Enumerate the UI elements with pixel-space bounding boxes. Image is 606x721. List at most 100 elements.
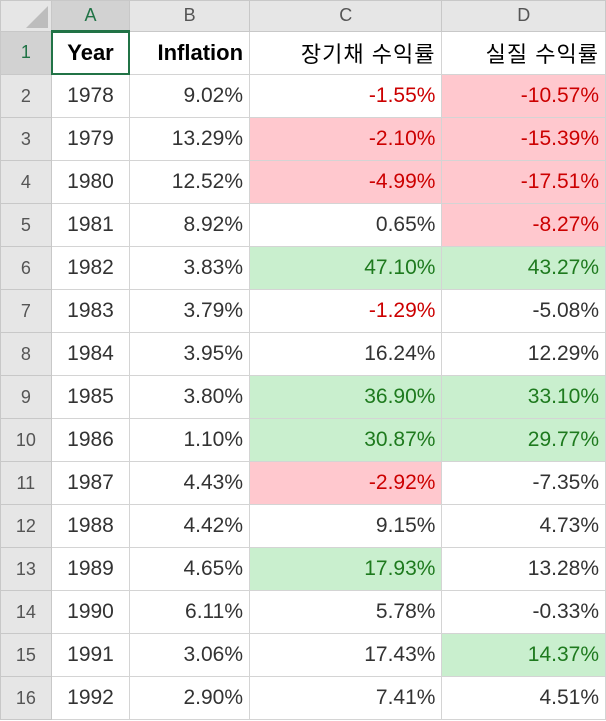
cell-c[interactable]: 16.24% [249, 332, 443, 376]
cell-a[interactable]: 1992 [50, 676, 131, 720]
table-row: 7 1983 3.79% -1.29% -5.08% [0, 289, 606, 333]
cell-b[interactable]: 13.29% [129, 117, 251, 161]
cell-c[interactable]: 7.41% [249, 676, 443, 720]
cell-a1[interactable]: Year [50, 30, 131, 75]
cell-b[interactable]: 2.90% [129, 676, 251, 720]
cell-b[interactable]: 12.52% [129, 160, 251, 204]
column-header-b[interactable]: B [129, 0, 251, 32]
row-header[interactable]: 7 [0, 289, 52, 333]
cell-a[interactable]: 1987 [50, 461, 131, 505]
cell-c1[interactable]: 장기채 수익률 [249, 30, 443, 75]
cell-b[interactable]: 8.92% [129, 203, 251, 247]
row-header[interactable]: 6 [0, 246, 52, 290]
table-row: 3 1979 13.29% -2.10% -15.39% [0, 117, 606, 161]
cell-d[interactable]: -15.39% [441, 117, 606, 161]
table-row: 2 1978 9.02% -1.55% -10.57% [0, 74, 606, 118]
table-row: 5 1981 8.92% 0.65% -8.27% [0, 203, 606, 247]
row-header[interactable]: 3 [0, 117, 52, 161]
cell-a[interactable]: 1981 [50, 203, 131, 247]
cell-a[interactable]: 1978 [50, 74, 131, 118]
column-header-d[interactable]: D [441, 0, 606, 32]
row-header[interactable]: 16 [0, 676, 52, 720]
cell-c[interactable]: 30.87% [249, 418, 443, 462]
row-header[interactable]: 10 [0, 418, 52, 462]
cell-c[interactable]: 9.15% [249, 504, 443, 548]
cell-c[interactable]: 47.10% [249, 246, 443, 290]
row-header[interactable]: 12 [0, 504, 52, 548]
column-header-c[interactable]: C [249, 0, 443, 32]
table-row: 8 1984 3.95% 16.24% 12.29% [0, 332, 606, 376]
cell-d[interactable]: 12.29% [441, 332, 606, 376]
cell-b[interactable]: 3.80% [129, 375, 251, 419]
cell-c[interactable]: 17.43% [249, 633, 443, 677]
cell-c[interactable]: -2.92% [249, 461, 443, 505]
cell-c[interactable]: -4.99% [249, 160, 443, 204]
cell-a[interactable]: 1991 [50, 633, 131, 677]
cell-a[interactable]: 1982 [50, 246, 131, 290]
table-row: 10 1986 1.10% 30.87% 29.77% [0, 418, 606, 462]
cell-b[interactable]: 9.02% [129, 74, 251, 118]
row-header-1[interactable]: 1 [0, 30, 52, 75]
table-row: 13 1989 4.65% 17.93% 13.28% [0, 547, 606, 591]
cell-c[interactable]: 0.65% [249, 203, 443, 247]
cell-d[interactable]: -0.33% [441, 590, 606, 634]
row-header[interactable]: 14 [0, 590, 52, 634]
cell-a[interactable]: 1984 [50, 332, 131, 376]
table-row: 15 1991 3.06% 17.43% 14.37% [0, 633, 606, 677]
cell-b[interactable]: 3.95% [129, 332, 251, 376]
cell-b[interactable]: 4.65% [129, 547, 251, 591]
column-header-a[interactable]: A [50, 0, 131, 32]
cell-d[interactable]: -7.35% [441, 461, 606, 505]
cell-c[interactable]: -1.29% [249, 289, 443, 333]
cell-c[interactable]: 5.78% [249, 590, 443, 634]
cell-a[interactable]: 1979 [50, 117, 131, 161]
cell-b1[interactable]: Inflation [129, 30, 251, 75]
cell-c[interactable]: 17.93% [249, 547, 443, 591]
table-row: 12 1988 4.42% 9.15% 4.73% [0, 504, 606, 548]
cell-c[interactable]: -1.55% [249, 74, 443, 118]
cell-d[interactable]: 4.51% [441, 676, 606, 720]
cell-b[interactable]: 3.83% [129, 246, 251, 290]
cell-b[interactable]: 4.42% [129, 504, 251, 548]
cell-d[interactable]: 13.28% [441, 547, 606, 591]
cell-b[interactable]: 6.11% [129, 590, 251, 634]
cell-b[interactable]: 3.79% [129, 289, 251, 333]
cell-d[interactable]: 4.73% [441, 504, 606, 548]
row-header[interactable]: 2 [0, 74, 52, 118]
cell-a[interactable]: 1985 [50, 375, 131, 419]
cell-b[interactable]: 3.06% [129, 633, 251, 677]
row-header[interactable]: 4 [0, 160, 52, 204]
cell-d[interactable]: -17.51% [441, 160, 606, 204]
cell-a[interactable]: 1989 [50, 547, 131, 591]
cell-d[interactable]: -10.57% [441, 74, 606, 118]
cell-d[interactable]: 29.77% [441, 418, 606, 462]
table-row: 16 1992 2.90% 7.41% 4.51% [0, 676, 606, 720]
cell-a[interactable]: 1990 [50, 590, 131, 634]
cell-b[interactable]: 1.10% [129, 418, 251, 462]
cell-d[interactable]: 43.27% [441, 246, 606, 290]
select-all-corner[interactable] [0, 0, 52, 32]
cell-a[interactable]: 1986 [50, 418, 131, 462]
cell-a[interactable]: 1983 [50, 289, 131, 333]
cell-d[interactable]: -5.08% [441, 289, 606, 333]
select-all-triangle-icon [25, 5, 48, 28]
cell-b[interactable]: 4.43% [129, 461, 251, 505]
cell-a[interactable]: 1980 [50, 160, 131, 204]
table-row: 11 1987 4.43% -2.92% -7.35% [0, 461, 606, 505]
row-header[interactable]: 11 [0, 461, 52, 505]
table-row: 4 1980 12.52% -4.99% -17.51% [0, 160, 606, 204]
cell-a[interactable]: 1988 [50, 504, 131, 548]
cell-d[interactable]: 14.37% [441, 633, 606, 677]
cell-d1[interactable]: 실질 수익률 [441, 30, 606, 75]
cell-d[interactable]: -8.27% [441, 203, 606, 247]
row-header[interactable]: 8 [0, 332, 52, 376]
cell-d[interactable]: 33.10% [441, 375, 606, 419]
row-header[interactable]: 5 [0, 203, 52, 247]
cell-c[interactable]: -2.10% [249, 117, 443, 161]
row-header[interactable]: 15 [0, 633, 52, 677]
row-header[interactable]: 9 [0, 375, 52, 419]
row-header[interactable]: 13 [0, 547, 52, 591]
table-row: 6 1982 3.83% 47.10% 43.27% [0, 246, 606, 290]
cell-c[interactable]: 36.90% [249, 375, 443, 419]
